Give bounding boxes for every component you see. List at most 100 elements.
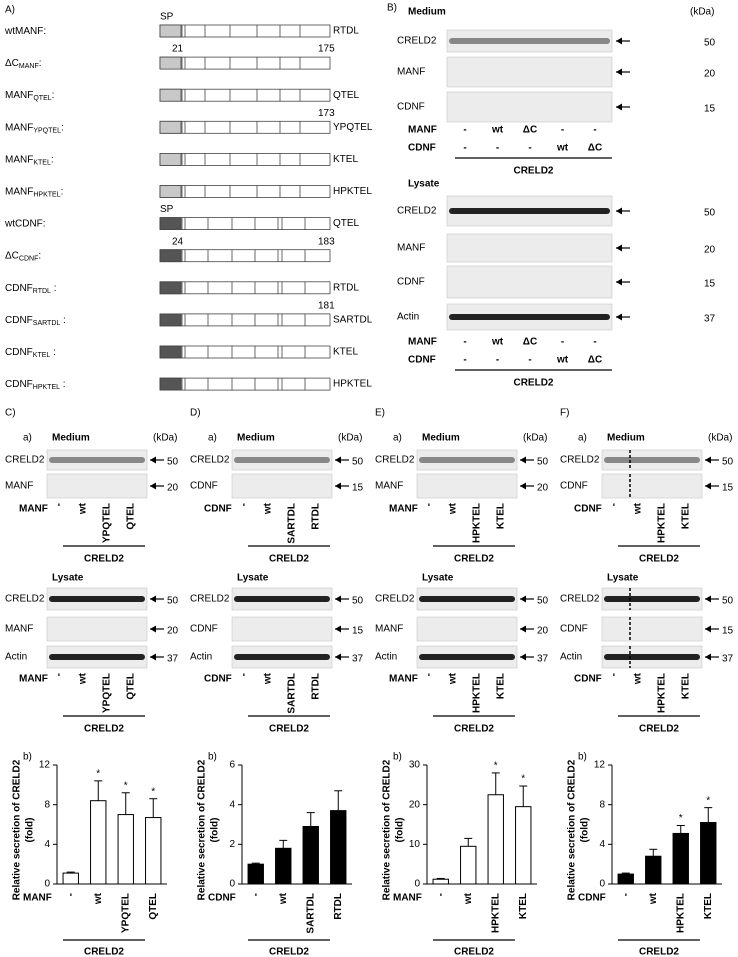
arrow-head [335,653,341,661]
blot [446,56,613,88]
blot-label: CRELD2 [560,594,600,605]
arrow-head [150,653,156,661]
signal-peptide [159,120,182,134]
lane-label: QTEL [126,673,137,700]
bar [247,863,264,885]
construct-subscript: HPKTEL [33,384,60,391]
x-tick-label: KTEL [518,893,529,919]
bar [62,872,79,885]
group-label: CRELD2 [639,554,679,565]
c-terminal-tail: QTEL [333,90,360,101]
blot [231,473,333,499]
lane-label: - [609,673,620,676]
blot-label: MANF [375,481,403,492]
band [449,208,610,214]
construct-box [159,120,331,134]
construct-base: ΔC [5,250,19,261]
arrow-head [616,244,622,252]
arrow-head [616,68,622,76]
residue-number: 173 [318,108,335,119]
band [604,457,700,463]
blot [601,473,703,499]
sub-label: a) [208,433,217,444]
sub-label: b) [208,752,217,763]
lane-label: SARTDL [287,673,298,714]
significance: * [494,761,498,772]
lane-label: QTEL [126,503,137,530]
signal-peptide [159,281,182,295]
y-axis-label: Relative secretion of CRELD2 [567,759,578,900]
construct-name: CDNFKTEL : [5,347,56,360]
sub-label: a) [23,433,32,444]
lane-row-label: CDNF [204,504,232,515]
panel-label: F) [560,408,569,419]
band [604,596,700,602]
lane-label: KTEL [496,503,507,529]
blot-label: CRELD2 [375,594,415,605]
blot-label: CDNF [397,102,425,113]
x-row-label: MANF [23,893,52,904]
x-row-label: CDNF [208,893,236,904]
blot [416,473,518,499]
lane-label: - [561,125,564,136]
construct-box [159,249,331,263]
y-tick-label: 8 [599,799,605,810]
blot-label: Actin [560,652,582,663]
marker-label: 15 [722,483,734,494]
arrow-head [705,653,711,661]
signal-peptide [159,185,182,198]
lane-label: YPQTEL [102,503,113,543]
c-terminal-tail: RTDL [333,282,359,293]
c-terminal-tail: KTEL [333,154,358,165]
x-tick-label: - [65,893,76,896]
signal-peptide [159,152,182,166]
arrow-head [616,103,622,111]
lane-label: SARTDL [287,503,298,544]
significance: * [706,795,710,806]
x-tick-label: HPKTEL [490,893,501,933]
band [419,457,515,463]
lane-label: HPKTEL [472,673,483,713]
marker-label: 15 [704,279,716,290]
construct-base: MANF [5,154,33,165]
signal-peptide [159,345,182,359]
lane-label: HPKTEL [657,503,668,543]
construct-base: CDNF [5,347,33,358]
x-tick-label: RTDL [333,893,344,920]
x-tick-label: YPQTEL [120,893,131,933]
x-tick-label: - [620,893,631,896]
group-label: CRELD2 [269,554,309,565]
blot-label: Actin [375,652,397,663]
kda-label: (kDa) [690,7,714,18]
band [419,654,515,660]
section-title: Lysate [237,573,269,584]
lane-label: wt [448,502,459,515]
construct-base: ΔC [5,58,19,69]
group-label: CRELD2 [84,947,124,957]
group-label: CRELD2 [269,947,309,957]
band [49,654,145,660]
lane-label: - [424,503,435,506]
blot [446,265,613,299]
construct-end: : [60,315,66,326]
c-terminal-tail: QTEL [333,218,360,229]
residue-number: 24 [172,236,184,247]
construct-subscript: HPKTEL [33,192,60,199]
construct-name: CDNFHPKTEL : [5,379,66,392]
construct-subscript: SARTDL [33,320,61,327]
blot-label: Actin [5,652,27,663]
lane-label: wt [263,672,274,685]
bar [302,825,319,885]
lane-label: - [239,503,250,506]
band [449,38,610,44]
construct-base: MANF [5,186,33,197]
x-tick-label: HPKTEL [675,893,686,933]
lane-label: - [463,143,466,154]
sub-label: a) [393,433,402,444]
blot [46,616,148,642]
construct-subscript: RTDL [33,288,51,295]
blot-label: MANF [397,67,425,78]
y-tick-label: 0 [599,879,605,890]
arrow-head [616,207,622,215]
